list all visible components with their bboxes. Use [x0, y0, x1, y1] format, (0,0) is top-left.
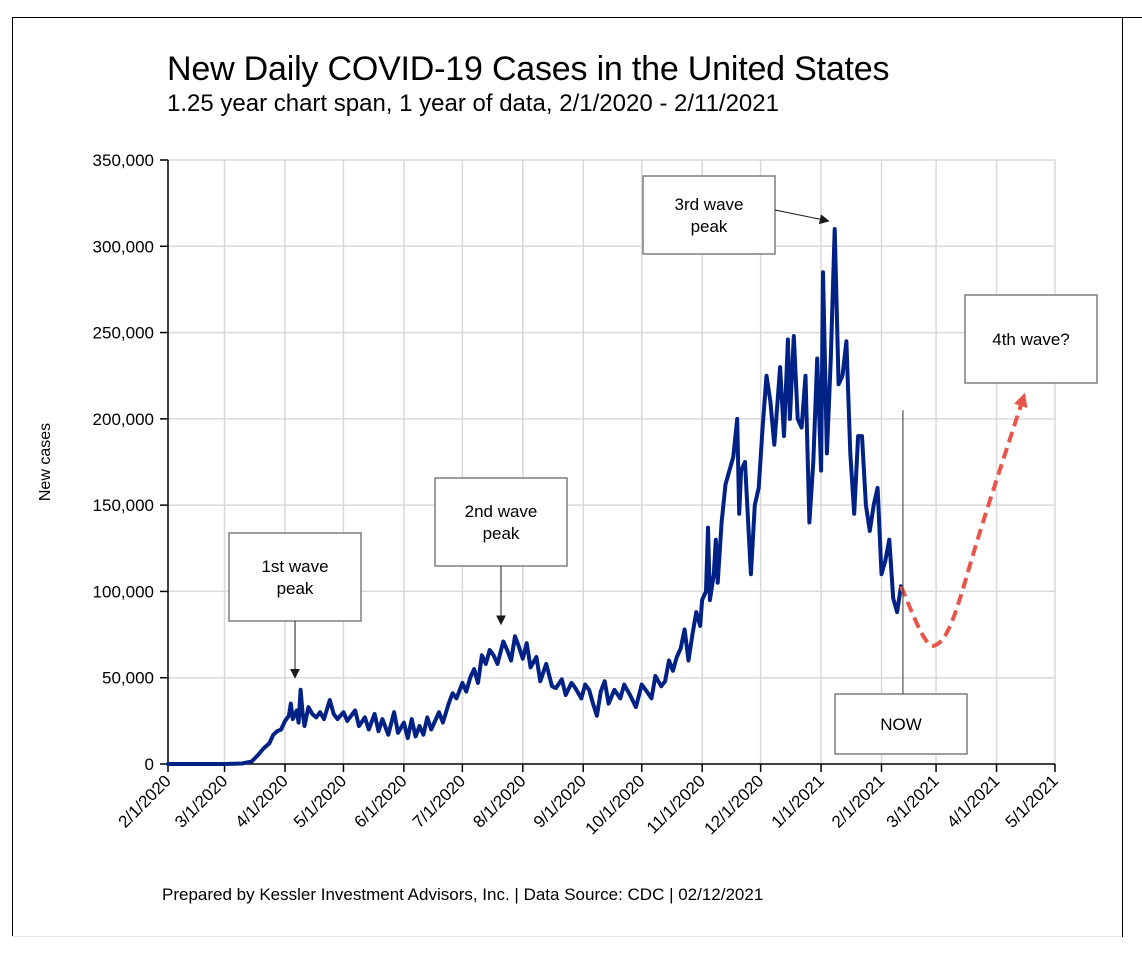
x-tick-label: 6/1/2020 — [350, 771, 410, 831]
y-tick-label: 100,000 — [93, 582, 154, 601]
annotation-now: NOW — [834, 410, 968, 755]
y-tick-label: 200,000 — [93, 410, 154, 429]
x-tick-label: 11/1/2020 — [643, 771, 709, 837]
annotation-text: 2nd wave — [465, 502, 538, 521]
annotation-box — [834, 693, 968, 755]
x-tick-label: 1/1/2021 — [768, 771, 828, 831]
chart-frame — [12, 17, 1142, 937]
footer-credit: Prepared by Kessler Investment Advisors,… — [162, 885, 764, 904]
y-tick-label: 0 — [145, 755, 154, 774]
x-tick-label: 3/1/2021 — [883, 771, 943, 831]
annotation-text: peak — [277, 579, 314, 598]
annotation-box — [964, 294, 1098, 384]
x-tick-label: 2/1/2021 — [828, 771, 888, 831]
annotation-text: 1st wave — [261, 557, 328, 576]
series-layer — [166, 227, 1028, 766]
y-axis-title: New cases — [37, 423, 54, 501]
annotation-1st-wave-peak: 1st wave peak — [228, 532, 362, 679]
x-tick-label: 4/1/2020 — [232, 771, 292, 831]
annotation-2nd-wave-peak: 2nd wave peak — [434, 477, 568, 626]
y-tick-label: 250,000 — [93, 324, 154, 343]
annotation-box — [228, 532, 362, 622]
annotation-text: 3rd wave — [675, 195, 744, 214]
y-tick-label: 50,000 — [102, 669, 154, 688]
annotations-layer: 1st wave peak 2nd wave peak 3rd wave peak 4th … — [228, 175, 1098, 755]
gridlines — [168, 159, 1056, 764]
chart-subtitle: 1.25 year chart span, 1 year of data, 2/… — [167, 90, 779, 117]
x-tick-label: 2/1/2020 — [115, 771, 175, 831]
x-tick-label: 10/1/2020 — [582, 771, 649, 838]
x-tick-label: 12/1/2020 — [701, 771, 768, 838]
x-tick-label: 7/1/2020 — [409, 771, 469, 831]
annotation-4th-wave: 4th wave? — [964, 294, 1098, 384]
y-tick-label: 150,000 — [93, 496, 154, 515]
annotation-arrow — [774, 209, 830, 225]
x-tick-label: 5/1/2020 — [290, 771, 350, 831]
x-tick-label: 9/1/2020 — [530, 771, 590, 831]
annotation-text: NOW — [880, 715, 922, 734]
chart-title: New Daily COVID-19 Cases in the United S… — [167, 50, 890, 88]
annotation-box — [642, 175, 776, 255]
annotation-box — [434, 477, 568, 567]
chart-frame-right-border — [1122, 17, 1123, 937]
y-tick-label: 300,000 — [93, 237, 154, 256]
x-tick-label: 8/1/2020 — [469, 771, 529, 831]
annotation-3rd-wave-peak: 3rd wave peak — [642, 175, 830, 255]
annotation-text: peak — [483, 524, 520, 543]
x-tick-label: 3/1/2020 — [171, 771, 231, 831]
x-tick-label: 5/1/2021 — [1002, 771, 1062, 831]
series-line-new-cases — [166, 227, 903, 766]
chart-frame-bottom-border — [12, 936, 1122, 937]
series-line-projection — [899, 392, 1028, 648]
annotation-text: 4th wave? — [992, 330, 1070, 349]
y-tick-label: 350,000 — [93, 151, 154, 170]
annotation-text: peak — [691, 217, 728, 236]
x-tick-label: 4/1/2021 — [943, 771, 1003, 831]
